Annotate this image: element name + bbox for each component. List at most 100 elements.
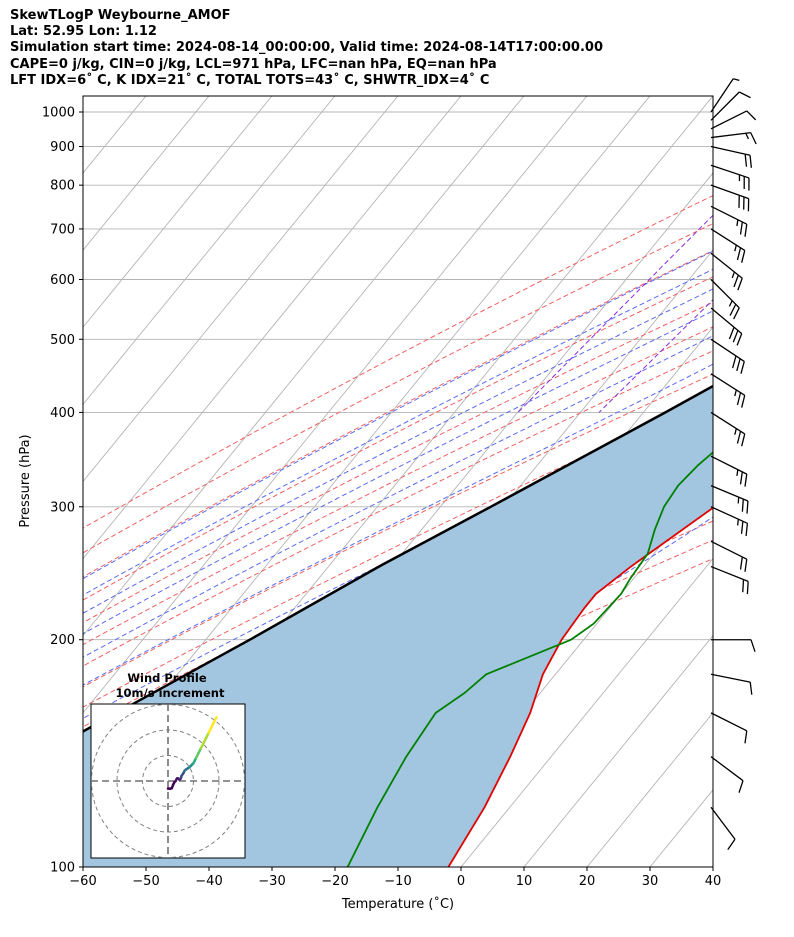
y-axis-label: Pressure (hPa) [18,434,33,527]
barb-flag [749,155,752,168]
x-tick-label: −20 [321,874,348,889]
inset-subtitle: 10m/s increment [116,686,225,700]
x-tick-label: 10 [516,874,533,889]
moist-adiabat [83,288,713,614]
barb-flag [741,433,746,447]
barb-half [745,132,750,140]
inset-plot [91,704,245,858]
x-tick-label: 0 [457,874,465,889]
barb-shaft [710,307,743,335]
y-tick-label: 700 [50,222,75,237]
wind-barb [710,673,753,695]
barb-flag [739,556,743,570]
cape-line: CAPE=0 j/kg, CIN=0 j/kg, LCL=971 hPa, LF… [10,56,497,72]
inset-title: Wind Profile [127,671,207,685]
barb-shaft [710,164,750,179]
y-tick-label: 400 [50,406,75,421]
wind-barb [710,373,746,408]
dry-adiabat [83,350,713,667]
isotherm-line [83,96,273,328]
y-tick-label: 100 [50,861,75,876]
barb-flag [750,639,756,652]
indices-line: LFT IDX=6˚ C, K IDX=21˚ C, TOTAL TOTS=43… [10,72,490,88]
temperature-line [447,506,713,867]
hodograph-trace-segment [212,716,218,724]
barb-flag [737,278,743,291]
barb-shaft [710,91,740,121]
barb-flag [744,154,748,167]
moist-adiabat [92,516,713,867]
wind-barb [710,145,752,168]
y-tick-label: 200 [50,633,75,648]
barb-flag [746,110,757,121]
barb-shaft [710,673,751,683]
dry-adiabat [83,195,713,529]
isotherm-line [83,96,210,251]
mixing-ratio-line [517,214,713,413]
parcel-line [83,384,713,733]
barb-half [734,389,737,397]
x-axis-label: Temperature (˚C) [341,896,454,912]
x-tick-label: −50 [132,874,159,889]
barb-flag [741,499,744,512]
barb-shaft [710,228,746,251]
barb-flag [733,274,739,288]
barb-shaft [710,338,745,363]
barb-flag [744,224,748,237]
y-tick-label: 500 [50,333,75,348]
wind-barb [710,110,757,130]
barb-flag [740,521,744,534]
barb-flag [744,730,748,744]
wind-barb [710,338,745,374]
chart-header: SkewTLogP Weybourne_AMOF Lat: 52.95 Lon:… [10,8,603,89]
barb-half [737,519,739,526]
isotherm-line [586,712,713,867]
wind-barb [710,540,748,572]
wind-barb [710,228,746,263]
barb-flag [732,330,739,343]
barb-flag [738,780,744,793]
barb-shaft [710,279,740,309]
moist-adiabat [83,363,713,686]
dry-adiabat [83,539,713,837]
isotherm-line [712,866,713,867]
y-tick-label: 600 [50,273,75,288]
barb-flag [736,392,742,406]
wind-barb [710,279,740,320]
barb-flag [750,132,757,145]
wind-barb [710,712,748,744]
barb-flag [744,559,748,572]
isotherm-line [83,96,336,406]
barb-flag [736,431,742,444]
dry-adiabat [83,301,713,624]
moist-adiabat [83,335,713,658]
wind-barb [710,506,749,536]
wind-barb [710,485,749,514]
x-tick-label: −10 [384,874,411,889]
barb-flag [742,579,745,593]
barb-flag [733,307,740,320]
x-tick-label: −60 [69,874,96,889]
isotherm-line [83,96,462,560]
wind-barb [710,184,750,212]
axes-layer: −60 −50 −40 −30 −20 −10 0 10 20 30 40 1000 900 800 700… [42,95,722,889]
barb-half [734,244,737,252]
barb-flag [729,303,737,316]
barb-flag [736,333,743,346]
barb-flag [741,395,746,408]
wind-barb [710,806,736,850]
barb-half [736,469,739,476]
wind-barb [710,565,749,595]
barb-flag [746,500,749,514]
barb-half [728,300,733,307]
x-tick-label: 20 [579,874,596,889]
barb-shaft [710,131,751,139]
barb-flag [736,358,741,372]
isotherm-line [83,96,399,483]
dry-adiabat [83,276,713,601]
x-tick-label: 40 [705,874,722,889]
wind-barb [710,164,750,191]
y-tick-label: 900 [50,140,75,155]
wind-barb [710,307,743,346]
barb-shaft [710,78,734,113]
